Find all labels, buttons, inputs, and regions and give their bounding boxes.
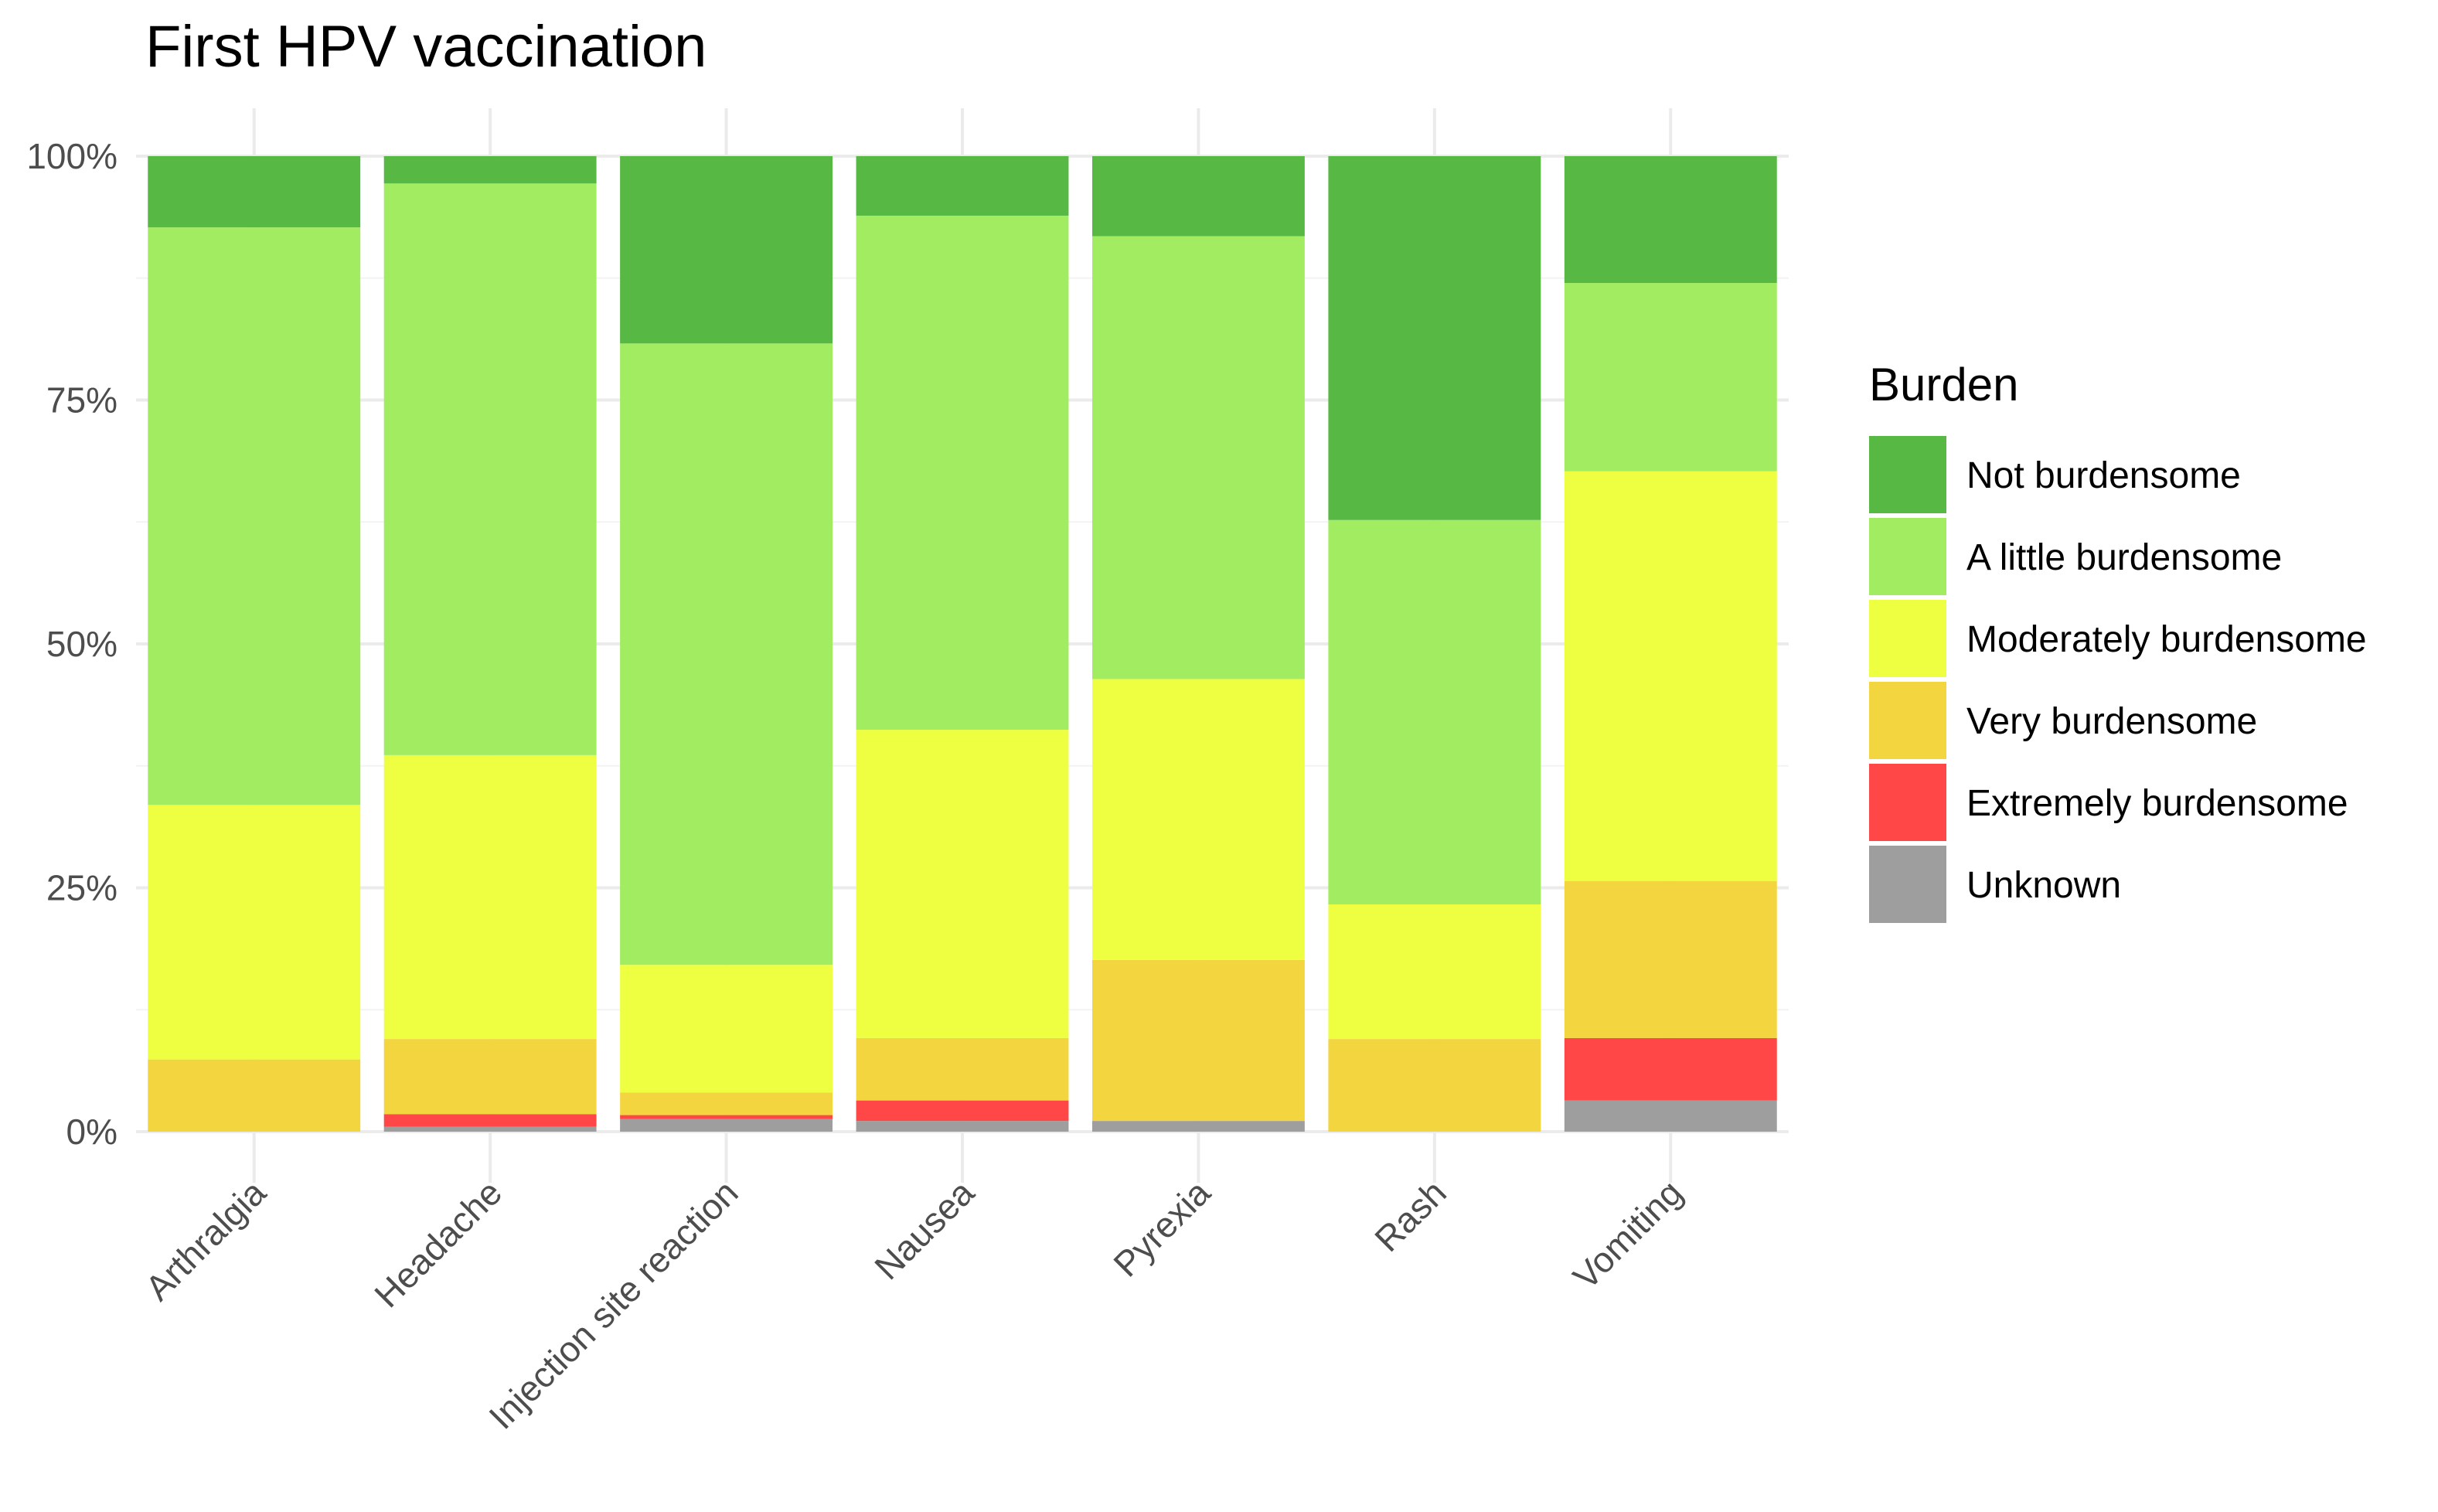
bar-stack (383, 156, 597, 1132)
bar-segment (148, 1059, 361, 1132)
y-tick-label: 100% (26, 136, 117, 176)
bar-segment (856, 730, 1069, 1038)
bar-segment (856, 1121, 1069, 1132)
bar-stack (148, 156, 361, 1132)
bar-segment (620, 1092, 833, 1115)
y-tick-label: 75% (46, 380, 117, 421)
bar-segment (620, 156, 833, 344)
bar-segment (383, 754, 597, 1040)
legend-label: Not burdensome (1966, 455, 2241, 496)
bar-stack (1091, 156, 1305, 1132)
bar-segment (1091, 236, 1305, 679)
bar-segment (1564, 471, 1777, 881)
x-tick-label: Pyrexia (1105, 1172, 1218, 1285)
bar-segment (1328, 1039, 1541, 1132)
legend-swatch (1869, 600, 1946, 677)
bar-stack (1564, 156, 1777, 1132)
bars (148, 156, 1777, 1132)
y-tick-label: 25% (46, 868, 117, 908)
x-tick-label: Injection site reaction (481, 1172, 745, 1436)
bar-stack (620, 156, 833, 1132)
bar-segment (148, 227, 361, 805)
legend-label: Moderately burdensome (1966, 619, 2367, 660)
legend-swatch (1869, 764, 1946, 841)
bar-segment (383, 1114, 597, 1127)
legend-label: Very burdensome (1966, 701, 2257, 742)
bar-segment (383, 183, 597, 755)
legend-label: A little burdensome (1966, 537, 2282, 578)
legend: Burden Not burdensome A little burdensome… (1869, 359, 2367, 923)
bar-segment (620, 965, 833, 1093)
legend-swatch (1869, 518, 1946, 595)
legend-item: Unknown (1869, 846, 2121, 923)
legend-item: Not burdensome (1869, 436, 2241, 513)
bar-segment (148, 156, 361, 228)
bar-segment (383, 156, 597, 184)
legend-item: A little burdensome (1869, 518, 2282, 595)
x-tick-label: Nausea (867, 1172, 982, 1287)
x-tick-label: Vomiting (1565, 1172, 1691, 1297)
bar-segment (1564, 156, 1777, 284)
bar-stack (856, 156, 1069, 1132)
bar-segment (856, 1100, 1069, 1122)
bar-stack (1328, 156, 1541, 1132)
bar-segment (856, 156, 1069, 216)
y-tick-label: 50% (46, 624, 117, 664)
legend-title: Burden (1869, 359, 2018, 410)
legend-label: Unknown (1966, 865, 2121, 906)
y-axis-ticks: 0% 25% 50% 75% 100% (26, 136, 117, 1152)
bar-segment (1091, 959, 1305, 1122)
bar-segment (148, 805, 361, 1060)
bar-segment (383, 1039, 597, 1115)
bar-segment (620, 1119, 833, 1132)
bar-segment (620, 343, 833, 965)
bar-segment (1564, 880, 1777, 1038)
legend-item: Very burdensome (1869, 682, 2257, 759)
bar-segment (620, 1115, 833, 1119)
x-tick-label: Headache (366, 1172, 509, 1315)
bar-segment (1091, 1121, 1305, 1132)
legend-swatch (1869, 436, 1946, 513)
legend-item: Extremely burdensome (1869, 764, 2348, 841)
chart-title: First HPV vaccination (145, 14, 707, 80)
bar-segment (1091, 679, 1305, 960)
bar-segment (856, 215, 1069, 730)
bar-segment (1328, 904, 1541, 1040)
bar-segment (1328, 519, 1541, 904)
legend-item: Moderately burdensome (1869, 600, 2367, 677)
x-tick-label: Rash (1367, 1172, 1454, 1259)
bar-segment (1564, 283, 1777, 472)
bar-segment (1091, 156, 1305, 237)
bar-segment (1564, 1100, 1777, 1132)
legend-swatch (1869, 846, 1946, 923)
bar-segment (1328, 156, 1541, 520)
bar-segment (383, 1126, 597, 1132)
x-tick-label: Arthralgia (138, 1172, 274, 1308)
legend-label: Extremely burdensome (1966, 783, 2348, 824)
legend-swatch (1869, 682, 1946, 759)
bar-segment (1564, 1037, 1777, 1101)
bar-segment (856, 1037, 1069, 1101)
y-tick-label: 0% (66, 1112, 117, 1152)
